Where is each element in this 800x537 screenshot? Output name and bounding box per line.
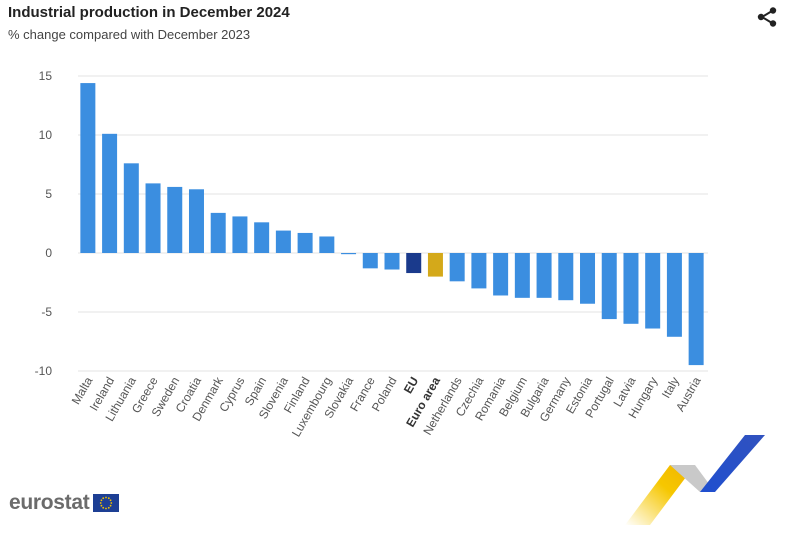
logo-text: eurostat xyxy=(9,491,90,514)
eurostat-logo: eurostat xyxy=(9,491,120,515)
bar xyxy=(210,212,226,253)
bar xyxy=(145,183,161,253)
bar xyxy=(167,186,183,253)
share-icon[interactable] xyxy=(754,4,780,30)
bar xyxy=(449,253,465,282)
bar xyxy=(666,253,682,337)
bar xyxy=(580,253,596,304)
bar xyxy=(471,253,487,289)
bar xyxy=(362,253,378,269)
chart-subtitle: % change compared with December 2023 xyxy=(8,27,251,42)
chart-title: Industrial production in December 2024 xyxy=(8,4,290,21)
bar xyxy=(341,253,357,255)
bar xyxy=(514,253,530,298)
bar xyxy=(688,253,704,366)
y-tick-label: 10 xyxy=(39,128,53,142)
bar xyxy=(427,253,443,277)
bar xyxy=(102,133,118,253)
y-tick-label: -10 xyxy=(35,364,53,378)
x-tick-label: EU xyxy=(401,375,421,396)
decorative-ribbon xyxy=(615,430,775,530)
bar xyxy=(254,222,270,253)
bar xyxy=(232,216,248,253)
bar xyxy=(275,230,291,253)
y-tick-label: 0 xyxy=(45,246,52,260)
y-tick-label: 5 xyxy=(45,187,52,201)
bar xyxy=(558,253,574,301)
bar xyxy=(406,253,422,274)
bar xyxy=(384,253,400,270)
bar xyxy=(645,253,661,329)
bar xyxy=(536,253,552,298)
y-tick-label: 15 xyxy=(39,69,53,83)
bar xyxy=(623,253,639,324)
bar xyxy=(297,232,313,253)
bar xyxy=(188,189,204,253)
y-tick-label: -5 xyxy=(41,305,52,319)
eu-flag-icon xyxy=(93,494,120,512)
bar xyxy=(493,253,509,296)
bar xyxy=(319,236,335,253)
bar xyxy=(123,163,139,253)
bar xyxy=(601,253,617,320)
bar xyxy=(80,83,96,253)
